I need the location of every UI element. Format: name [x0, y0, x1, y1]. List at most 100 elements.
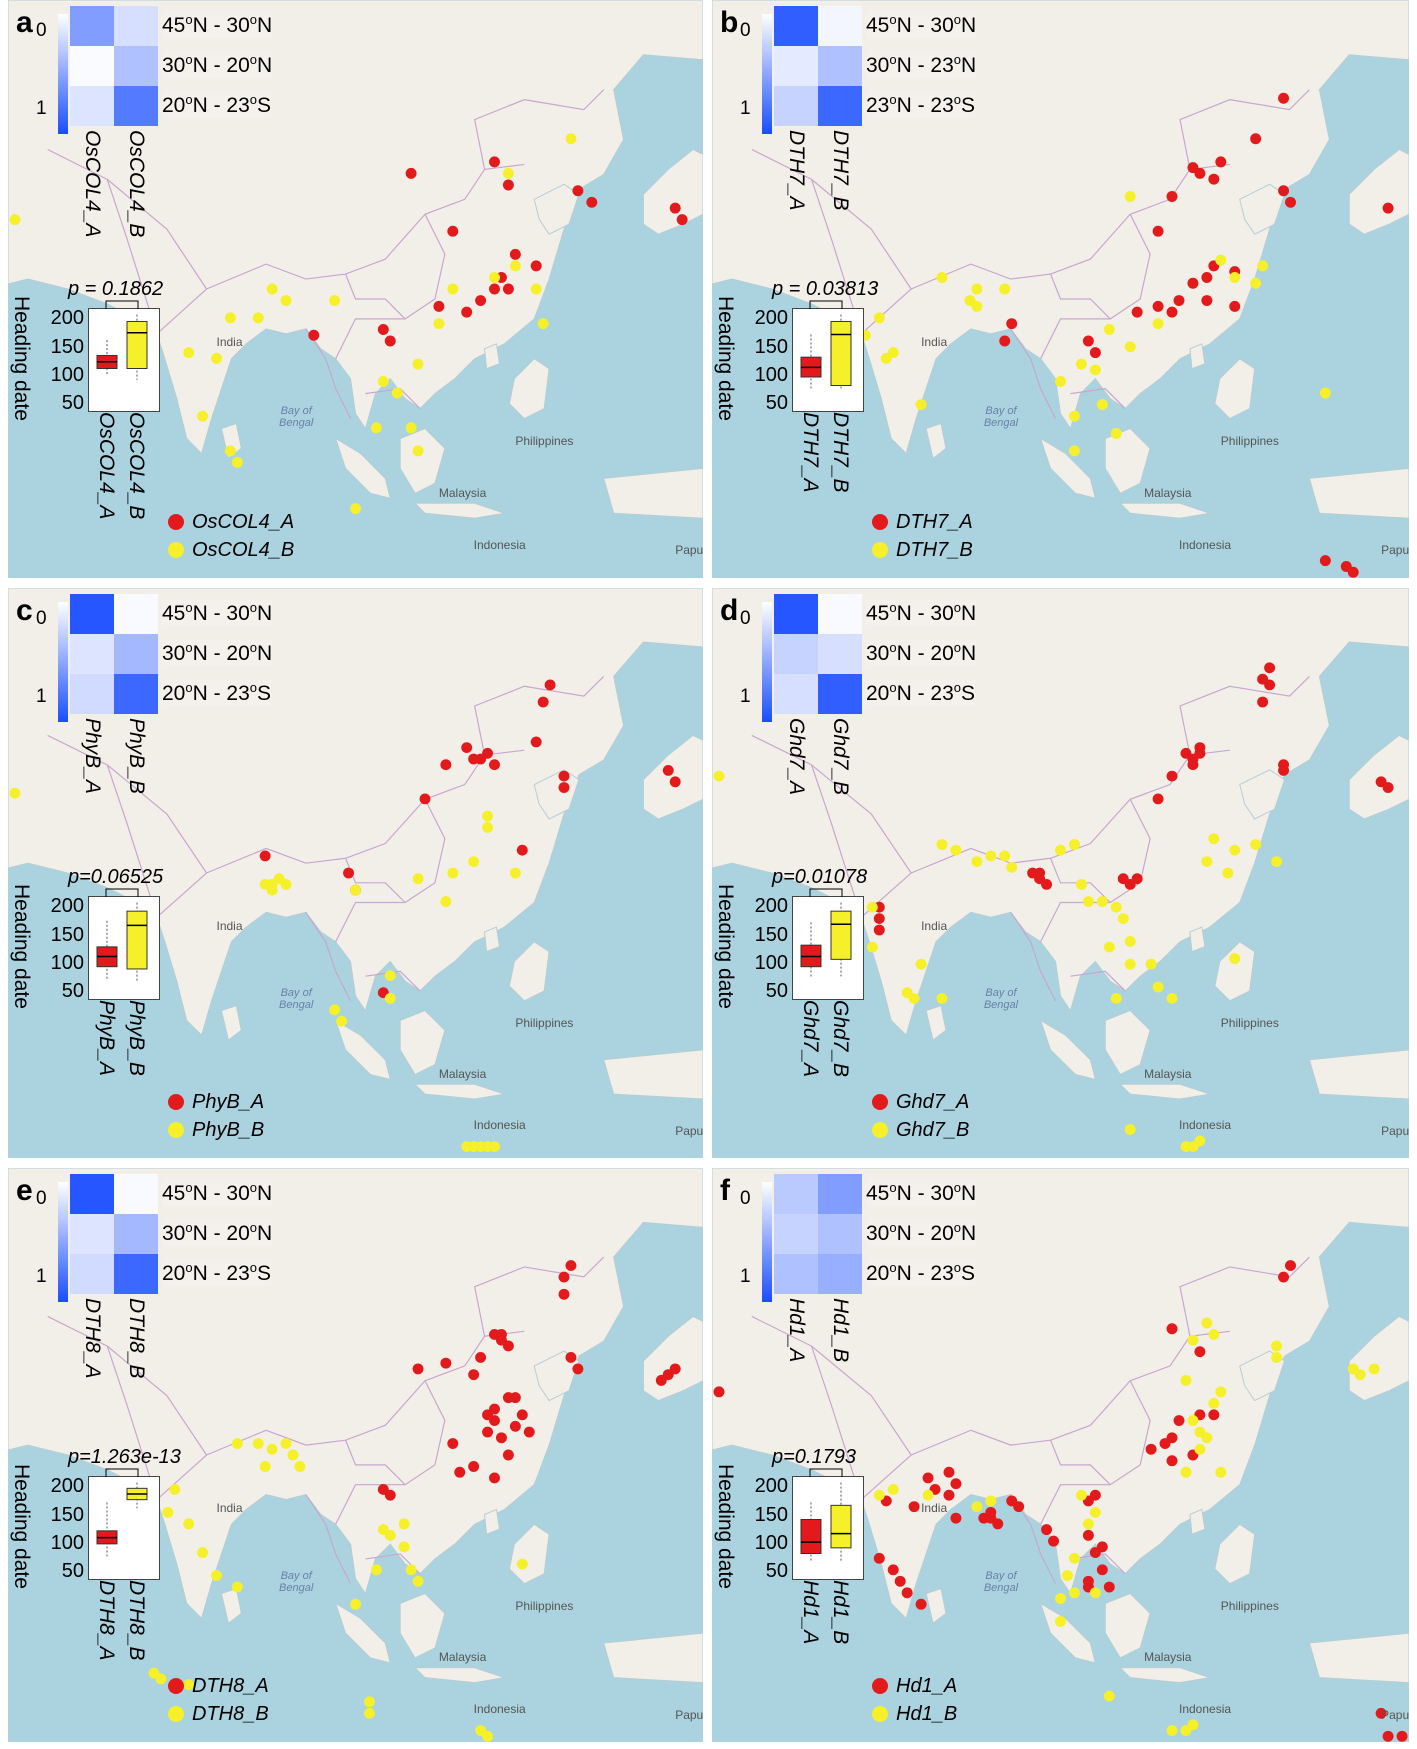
heatmap-cell — [774, 1254, 818, 1294]
significance-bracket — [809, 300, 843, 309]
yellow-site-dot — [1201, 1432, 1213, 1444]
red-site-dot — [1285, 196, 1296, 208]
y-tick-200: 200 — [50, 895, 84, 918]
land-4 — [508, 1523, 550, 1585]
land-7 — [1039, 437, 1097, 499]
yellow-site-dot — [1152, 318, 1164, 330]
yellow-site-dot — [384, 970, 396, 982]
place-indonesia: Indonesia — [473, 1118, 526, 1133]
yellow-site-dot — [1124, 191, 1136, 203]
border-4 — [345, 1439, 406, 1486]
red-site-dot — [1264, 662, 1276, 674]
red-site-dot — [978, 1512, 990, 1524]
p-value: p=0.01078 — [772, 866, 868, 888]
land-4 — [508, 941, 550, 1002]
yellow-site-dot — [985, 1495, 997, 1507]
y-tick-200: 200 — [754, 895, 788, 918]
land-7 — [334, 1602, 391, 1664]
place-malaysia: Malaysia — [438, 1066, 487, 1081]
yellow-site-dot — [1082, 896, 1094, 907]
yellow-site-dot — [971, 300, 983, 312]
red-site-dot — [950, 1512, 962, 1524]
boxplot-category-label: PhyB_A — [95, 1000, 118, 1076]
land-8 — [1119, 1667, 1211, 1684]
latitude-band-label: 30oN - 20oN — [866, 1220, 977, 1246]
yellow-site-dot — [971, 1501, 983, 1513]
border-0 — [860, 749, 1230, 918]
red-site-dot — [572, 185, 584, 197]
latitude-band-label: 45oN - 30oN — [162, 600, 273, 626]
yellow-site-dot — [1124, 1124, 1136, 1135]
boxplot-svg — [96, 902, 148, 981]
yellow-site-dot — [259, 1461, 271, 1472]
red-site-dot — [1396, 1730, 1408, 1742]
y-tick-100: 100 — [754, 952, 788, 974]
heatmap-cell — [70, 86, 114, 126]
place-philippines: Philippines — [1220, 1598, 1279, 1613]
yellow-site-dot — [1075, 358, 1087, 370]
heatmap-cell — [774, 1214, 818, 1254]
yellow-site-dot — [866, 901, 878, 913]
heatmap-cell — [70, 1254, 114, 1294]
place-papua: Papu — [1381, 1707, 1409, 1722]
y-tick-200: 200 — [50, 1475, 84, 1498]
legend-dot — [168, 542, 184, 558]
place-bay: Bay of Bengal — [279, 404, 314, 429]
border-0 — [156, 749, 525, 918]
red-site-dot — [1041, 1524, 1053, 1536]
border-0 — [156, 163, 525, 335]
red-site-dot — [1166, 770, 1178, 782]
heatmap-cell — [114, 1174, 158, 1214]
red-site-dot — [1131, 306, 1143, 318]
place-philippines: Philippines — [515, 433, 574, 448]
land-6 — [220, 1587, 242, 1625]
colorbar-tick-1: 1 — [36, 686, 47, 707]
border-2 — [106, 764, 208, 874]
place-bay: Bay of Bengal — [279, 987, 314, 1011]
legend-dot — [168, 1678, 184, 1694]
yellow-site-dot — [412, 1575, 424, 1587]
bracket-line — [809, 300, 843, 309]
y-tick-100: 100 — [50, 952, 84, 974]
border-5 — [305, 1494, 352, 1584]
heatmap-cell — [114, 6, 158, 46]
yellow-site-dot — [1055, 844, 1066, 856]
border-6 — [47, 1315, 158, 1500]
red-site-dot — [544, 679, 556, 691]
yellow-site-dot — [1166, 992, 1178, 1004]
y-tick-150: 150 — [50, 335, 84, 358]
yellow-site-dot — [363, 1707, 375, 1719]
boxplot-svg — [800, 1482, 852, 1562]
border-5 — [1010, 328, 1057, 419]
yellow-site-dot — [1229, 953, 1241, 964]
red-site-dot — [1152, 793, 1164, 805]
heatmap-cell — [114, 674, 158, 714]
red-site-dot — [509, 1392, 521, 1404]
yellow-site-dot — [482, 821, 494, 833]
red-site-dot — [922, 1472, 934, 1484]
yellow-site-dot — [873, 312, 885, 324]
heatmap-column-label: OsCOL4_A — [81, 130, 104, 238]
latitude-band-label: 20oN - 23oS — [162, 680, 272, 706]
red-site-dot — [482, 1409, 494, 1421]
place-india: India — [216, 918, 243, 933]
yellow-site-dot — [950, 844, 962, 856]
red-site-dot — [1278, 92, 1290, 104]
border-4 — [1049, 1439, 1111, 1486]
yellow-site-dot — [1068, 839, 1080, 850]
panel-label: f — [720, 1174, 730, 1207]
significance-bracket — [105, 888, 139, 897]
border-7 — [365, 970, 421, 992]
place-malaysia: Malaysia — [1144, 485, 1192, 500]
bracket-line — [809, 888, 843, 897]
yellow-site-dot — [502, 167, 514, 179]
boxplot-svg — [800, 314, 852, 389]
latitude-band-label: 30oN - 20oN — [162, 1220, 273, 1246]
legend-item: Ghd7_B — [872, 1116, 969, 1144]
yellow-site-dot — [294, 1461, 306, 1472]
yellow-site-dot — [1354, 1369, 1366, 1381]
panel-label: d — [720, 594, 739, 627]
red-site-dot — [489, 759, 500, 771]
red-site-dot — [558, 1288, 570, 1300]
legend-item: PhyB_A — [168, 1088, 264, 1116]
